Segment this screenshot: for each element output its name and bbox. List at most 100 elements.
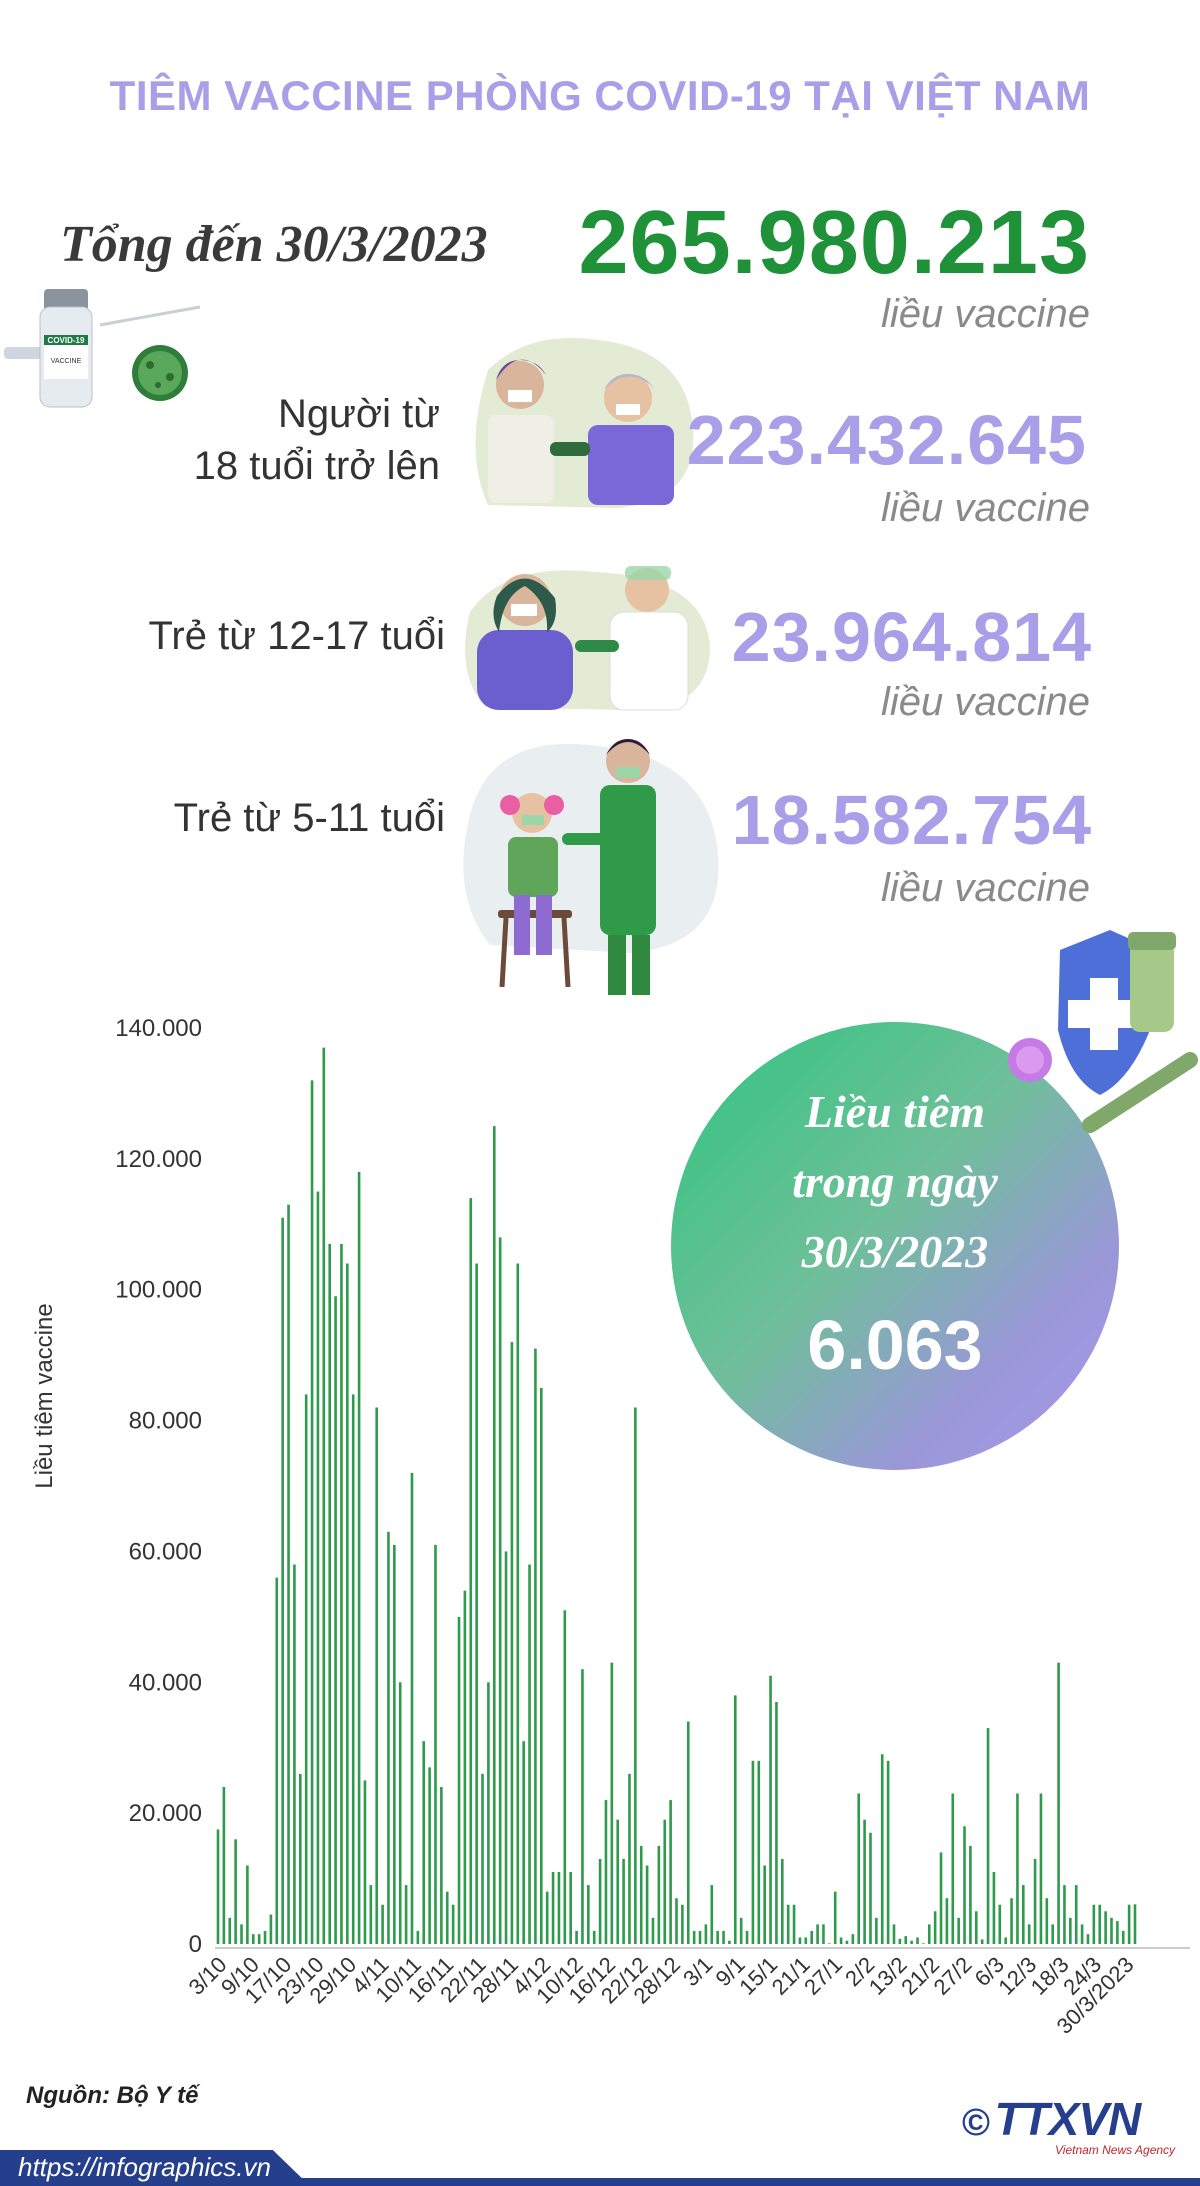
bar	[457, 1616, 461, 1944]
group-teen-unit: liều vaccine	[880, 680, 1090, 724]
bar	[322, 1047, 326, 1944]
bar	[404, 1885, 408, 1944]
y-tick-label: 20.000	[129, 1800, 202, 1827]
bar	[816, 1924, 819, 1944]
y-tick-label: 120.000	[115, 1146, 202, 1173]
bar	[469, 1198, 473, 1944]
bar	[463, 1590, 467, 1944]
bar	[1022, 1885, 1025, 1944]
bar	[604, 1800, 608, 1944]
bar	[745, 1930, 749, 1944]
bar	[545, 1891, 549, 1944]
bar	[445, 1891, 449, 1944]
bar	[792, 1904, 796, 1944]
footer-url[interactable]: https://infographics.vn	[18, 2152, 271, 2182]
bar	[886, 1760, 890, 1944]
page-title: TIÊM VACCINE PHÒNG COVID-19 TẠI VIỆT NAM	[109, 72, 1091, 119]
bar	[251, 1934, 255, 1944]
y-tick-label: 0	[189, 1931, 202, 1958]
bar	[998, 1904, 1002, 1944]
ttxvn-logo: © TTXVN	[962, 2092, 1141, 2146]
bar	[575, 1930, 578, 1944]
bar	[528, 1564, 531, 1944]
bar	[945, 1898, 949, 1944]
group-teen-label: Trẻ từ 12-17 tuổi	[148, 614, 445, 658]
bar	[222, 1786, 226, 1944]
bar	[716, 1930, 719, 1944]
bar	[540, 1387, 543, 1944]
group-child-label: Trẻ từ 5-11 tuổi	[173, 796, 445, 840]
bar	[910, 1940, 913, 1944]
bar	[704, 1924, 708, 1944]
total-unit: liều vaccine	[880, 292, 1090, 336]
bar	[240, 1924, 243, 1944]
bar	[451, 1904, 455, 1944]
bar	[833, 1891, 837, 1944]
bar	[416, 1930, 420, 1944]
x-tick-label: 27/2	[929, 1952, 977, 2000]
bar	[1110, 1917, 1113, 1944]
bar	[440, 1786, 443, 1944]
bar	[675, 1898, 678, 1944]
bar	[1133, 1904, 1137, 1944]
bar	[263, 1930, 267, 1944]
bar	[610, 1662, 614, 1944]
y-axis-label: Liều tiêm vaccine	[31, 1303, 58, 1488]
footer-bar	[0, 2150, 310, 2186]
bar	[510, 1342, 514, 1944]
bar	[798, 1937, 802, 1944]
bar	[228, 1917, 232, 1944]
bar	[751, 1760, 755, 1944]
bar	[839, 1937, 843, 1944]
bar	[822, 1924, 825, 1944]
bar	[1010, 1898, 1013, 1944]
bar	[757, 1760, 761, 1944]
bar	[1027, 1924, 1031, 1944]
bar	[922, 1943, 925, 1944]
footer-line	[300, 2178, 1200, 2186]
bar	[369, 1885, 373, 1944]
bar	[781, 1858, 784, 1944]
bar	[986, 1728, 990, 1944]
bar	[281, 1217, 284, 1944]
bar	[851, 1934, 855, 1944]
bar	[1033, 1858, 1037, 1944]
bar	[963, 1826, 966, 1944]
group-teen-value: 23.964.814	[731, 598, 1092, 676]
bar	[534, 1348, 537, 1944]
bar	[346, 1263, 349, 1944]
bar	[304, 1394, 308, 1944]
teen-vaccination-illustration	[465, 566, 710, 711]
bar	[933, 1911, 937, 1944]
bar	[1080, 1924, 1084, 1944]
bar	[939, 1852, 943, 1944]
bar	[357, 1171, 361, 1944]
bar	[1063, 1885, 1066, 1944]
logo-text: TTXVN	[994, 2093, 1141, 2145]
bar	[692, 1930, 696, 1944]
x-tick-label: 27/1	[799, 1952, 847, 2000]
bar	[551, 1872, 555, 1944]
bar	[563, 1610, 567, 1944]
bar	[1086, 1934, 1090, 1944]
bar	[916, 1937, 919, 1944]
bar	[969, 1845, 972, 1944]
bar	[951, 1793, 955, 1944]
bar	[269, 1914, 273, 1944]
bar	[1116, 1921, 1119, 1944]
bar	[598, 1858, 602, 1944]
bar	[645, 1865, 649, 1944]
daily-badge-date: 30/3/2023	[801, 1226, 989, 1277]
bar	[434, 1544, 437, 1944]
bar	[1045, 1898, 1049, 1944]
bar	[310, 1080, 314, 1944]
bar	[875, 1917, 878, 1944]
logo-subtitle: Vietnam News Agency	[1055, 2143, 1176, 2157]
y-tick-label: 80.000	[129, 1408, 202, 1435]
daily-badge-value: 6.063	[807, 1306, 983, 1384]
bar	[616, 1819, 620, 1944]
bar	[622, 1858, 625, 1944]
bar	[293, 1564, 296, 1944]
bar	[1074, 1885, 1078, 1944]
bar	[569, 1872, 572, 1944]
